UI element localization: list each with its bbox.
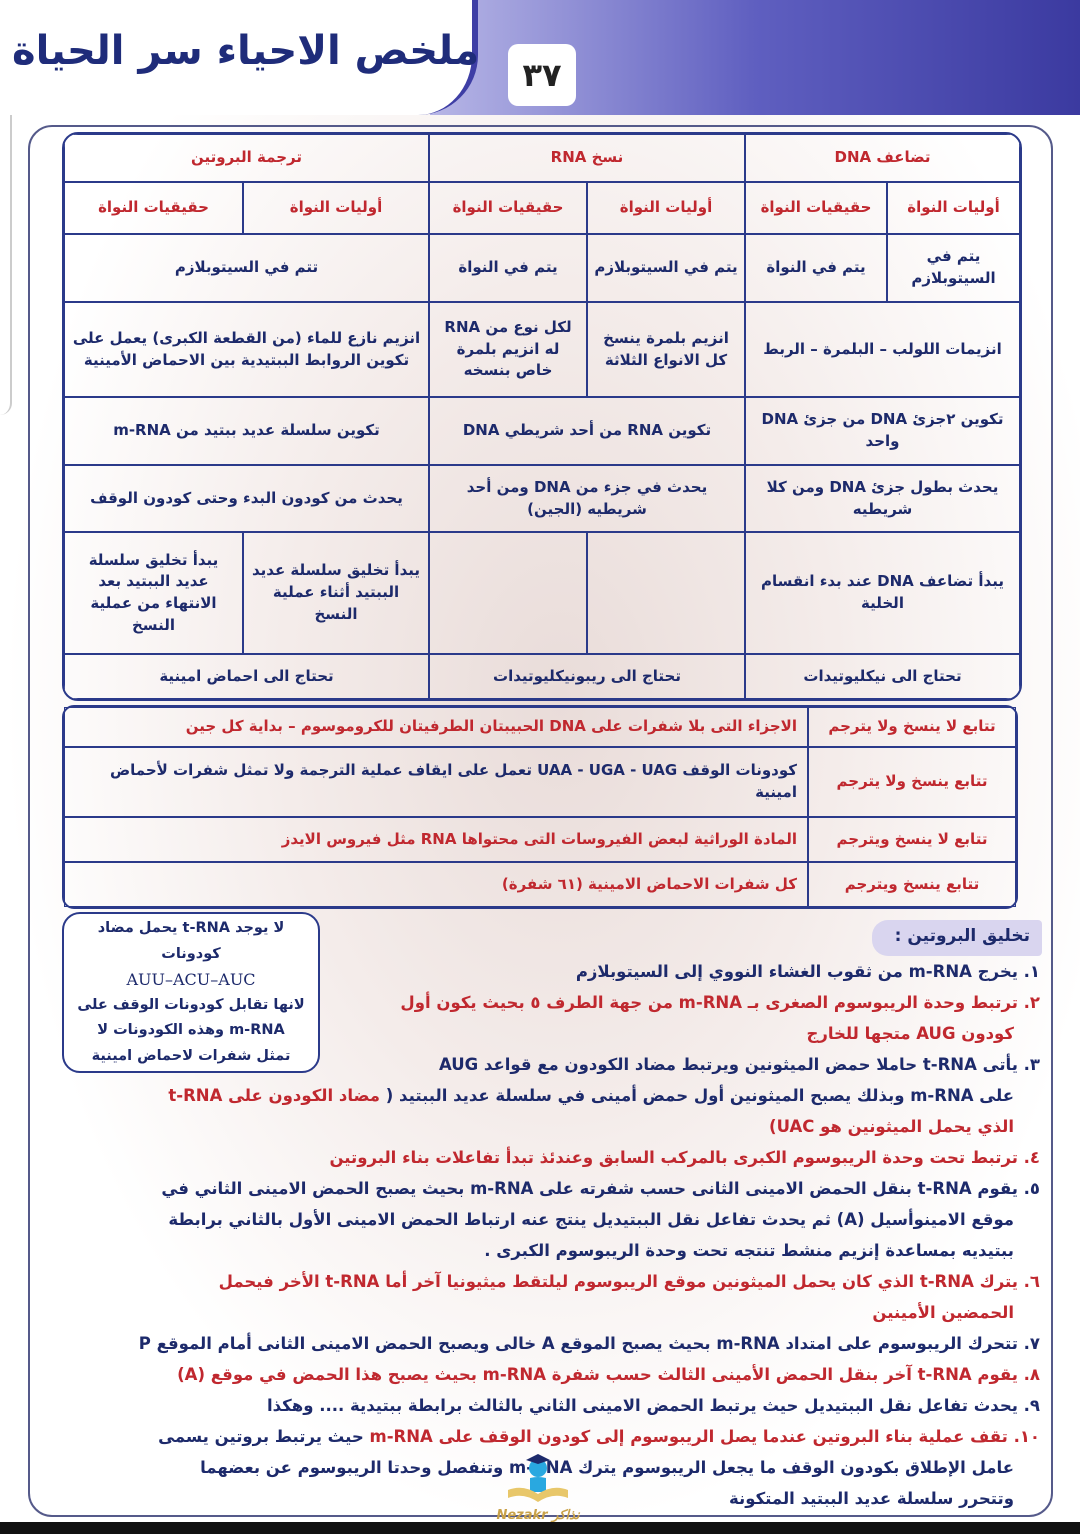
divider	[0, 115, 12, 415]
row-text: كل شفرات الاحماض الامينية (٦١ شفرة)	[64, 862, 808, 907]
table-cell: تكوين ٢جزئ DNA من جزئ DNA واحد	[745, 397, 1021, 465]
note-line: m-RNA وهذه الكودونات لا	[97, 1022, 285, 1038]
note-line: لا يوجد t-RNA يحمل مضاد	[97, 920, 285, 936]
step-text: ١٠. تقف عملية بناء البروتين عندما يصل ال…	[369, 1427, 1041, 1446]
step-line: كودون AUG متجها للخارج	[806, 1024, 1014, 1043]
step-text: ٣. يأتى t-RNA حاملا حمض الميثونين ويرتبط…	[438, 1055, 1040, 1074]
step-line: ٤. ترتبط تحت وحدة الريبوسوم الكبرى بالمر…	[329, 1148, 1040, 1167]
table-cell: يتم في السيتوبلازم	[887, 234, 1021, 302]
step-line: ٩. يحدث تفاعل نقل الببتيديل حيث يرتبط ال…	[267, 1396, 1040, 1415]
header-rna-transcription: نسخ RNA	[429, 134, 745, 182]
table-cell: انزيم نازع للماء (من القطعة الكبرى) يعمل…	[64, 302, 429, 397]
step-text: ٢. ترتبط وحدة الريبوسوم الصغرى بـ m-RNA …	[400, 993, 1040, 1012]
table-cell: يتم في النواة	[745, 234, 888, 302]
table-cell: يحدث بطول جزئ DNA ومن كلا شريطيه	[745, 465, 1021, 532]
note-line: تمثل شفرات لاحماض امينية	[91, 1047, 291, 1064]
subheader: حقيقيات النواة	[64, 182, 243, 234]
page-number: ٣٧	[508, 44, 576, 106]
header-dna-replication: تضاعف DNA	[745, 134, 1021, 182]
table-cell: تحتاج الى ريبونيكليوتيدات	[429, 654, 745, 699]
note-line: لانها تقابل كودونات الوقف على	[77, 996, 305, 1013]
step-text: ٩. يحدث تفاعل نقل الببتيديل حيث يرتبط ال…	[267, 1396, 1040, 1415]
step-line: ٢. ترتبط وحدة الريبوسوم الصغرى بـ m-RNA …	[400, 993, 1040, 1012]
replication-transcription-translation-table: تضاعف DNA نسخ RNA ترجمة البروتين أوليات …	[62, 132, 1023, 701]
book-reader-icon	[508, 1454, 568, 1502]
header-protein-translation: ترجمة البروتين	[64, 134, 429, 182]
section-heading: تخليق البروتين :	[872, 920, 1042, 956]
subheader: حقيقيات النواة	[429, 182, 587, 234]
table-cell: تحتاج الى نيكليوتيدات	[745, 654, 1021, 699]
step-text: ٤. ترتبط تحت وحدة الريبوسوم الكبرى بالمر…	[329, 1148, 1040, 1167]
step-text: ٥. يقوم t-RNA بنقل الحمض الامينى الثانى …	[161, 1179, 1040, 1198]
table-cell: يحدث من كودون البدء وحتى كودون الوقف	[64, 465, 429, 532]
step-line: ٥. يقوم t-RNA بنقل الحمض الامينى الثانى …	[161, 1179, 1040, 1198]
step-line: عامل الإطلاق بكودون الوقف ما يجعل الريبو…	[200, 1458, 1014, 1477]
step-line: موقع الامينوأسيل (A) ثم يحدث تفاعل نقل ا…	[168, 1210, 1014, 1229]
table-cell: يتم في النواة	[429, 234, 587, 302]
step-text: كودون AUG متجها للخارج	[806, 1024, 1014, 1043]
step-text: ٧. تتحرك الريبوسوم على امتداد m-RNA بحيث…	[138, 1334, 1040, 1353]
note-line: كودونات	[161, 945, 221, 962]
table-cell: تكوين RNA من أحد شريطي DNA	[429, 397, 745, 465]
row-text: كودونات الوقف UAA - UGA - UAG تعمل على ا…	[64, 747, 808, 817]
row-text: الاجزاء التى بلا شفرات على DNA الحبيبتان…	[64, 707, 808, 747]
table-cell: يبدأ تضاعف DNA عند بدء انقسام الخلية	[745, 532, 1021, 654]
table-cell: انزيمات اللولب – البلمرة – الربط	[745, 302, 1021, 397]
page-title: ملخص الاحياء سر الحياة	[12, 28, 480, 74]
step-line: ١. يخرج m-RNA من ثقوب الغشاء النووي إلى …	[576, 962, 1040, 981]
step-text: ببتيديه بمساعدة إنزيم منشط تنتجه تحت وحد…	[484, 1241, 1014, 1260]
step-line: ٦. يترك t-RNA الذي كان يحمل الميثونين مو…	[219, 1272, 1040, 1291]
step-text: على m-RNA وبذلك يصبح الميثونين أول حمض أ…	[380, 1086, 1014, 1105]
step-line: على m-RNA وبذلك يصبح الميثونين أول حمض أ…	[168, 1086, 1014, 1105]
subheader: أوليات النواة	[587, 182, 745, 234]
step-text: ٦. يترك t-RNA الذي كان يحمل الميثونين مو…	[218, 1272, 1040, 1291]
row-label: تتابع ينسخ ويترجم	[808, 862, 1016, 907]
subheader: حقيقيات النواة	[745, 182, 888, 234]
row-label: تتابع لا ينسخ ويترجم	[808, 817, 1016, 862]
table-cell: تكوين سلسلة عديد ببتيد من m-RNA	[64, 397, 429, 465]
table-cell: يحدث في جزء من DNA ومن أحد شريطيه (الجين…	[429, 465, 745, 532]
bottom-bar	[0, 1522, 1080, 1534]
step-text: وتتحرر سلسلة عديد الببتيد المتكونة	[729, 1489, 1014, 1508]
step-line: ببتيديه بمساعدة إنزيم منشط تنتجه تحت وحد…	[484, 1241, 1014, 1260]
step-text: حيث يرتبط بروتين يسمى	[158, 1427, 370, 1446]
step-text: الذي يحمل الميثونين هو UAC)	[769, 1117, 1014, 1136]
table-cell	[587, 532, 745, 654]
subheader: أوليات النواة	[887, 182, 1021, 234]
table-cell: يتم في السيتوبلازم	[587, 234, 745, 302]
subheader: أوليات النواة	[243, 182, 429, 234]
sequence-types-table: تتابع لا ينسخ ولا يترجم الاجزاء التى بلا …	[62, 705, 1018, 909]
step-line: ٧. تتحرك الريبوسوم على امتداد m-RNA بحيث…	[139, 1334, 1040, 1353]
step-text: ٨. يقوم t-RNA آخر بنقل الحمض الأمينى الث…	[177, 1365, 1040, 1384]
step-line: ٨. يقوم t-RNA آخر بنقل الحمض الأمينى الث…	[177, 1365, 1040, 1384]
step-line: الذي يحمل الميثونين هو UAC)	[769, 1117, 1014, 1136]
watermark-text: Nezakr نذاكر	[496, 1508, 580, 1523]
step-line: ٣. يأتى t-RNA حاملا حمض الميثونين ويرتبط…	[439, 1055, 1040, 1074]
watermark-logo: Nezakr نذاكر	[488, 1450, 588, 1525]
content-frame	[28, 125, 1053, 1517]
table-cell: لكل نوع من RNA له انزيم بلمرة خاص بنسخه	[429, 302, 587, 397]
title-plate: ملخص الاحياء سر الحياة	[0, 0, 480, 115]
row-text: المادة الوراثية لبعض الفيروسات التى محتو…	[64, 817, 808, 862]
side-note-box: لا يوجد t-RNA يحمل مضاد كودونات AUU–ACU–…	[62, 912, 320, 1073]
table-cell	[429, 532, 587, 654]
step-text: موقع الامينوأسيل (A) ثم يحدث تفاعل نقل ا…	[168, 1210, 1014, 1229]
step-line: وتتحرر سلسلة عديد الببتيد المتكونة	[729, 1489, 1014, 1508]
table-cell: يبدأ تخليق سلسلة عديد الببتيد أثناء عملي…	[243, 532, 429, 654]
row-label: تتابع ينسخ ولا يترجم	[808, 747, 1016, 817]
step-text: عامل الإطلاق بكودون الوقف ما يجعل الريبو…	[200, 1458, 1014, 1477]
table-cell: انزيم بلمرة ينسخ كل الانواع الثلاثة	[587, 302, 745, 397]
step-text: الحمضين الأمينين	[872, 1303, 1014, 1322]
row-label: تتابع لا ينسخ ولا يترجم	[808, 707, 1016, 747]
step-text: ١. يخرج m-RNA من ثقوب الغشاء النووي إلى …	[575, 962, 1040, 981]
note-codons: AUU–ACU–AUC	[126, 970, 256, 989]
table-cell: تحتاج الى احماض امينية	[64, 654, 429, 699]
table-cell: يبدأ تخليق سلسلة عديد الببتيد بعد الانته…	[64, 532, 243, 654]
step-line: الحمضين الأمينين	[872, 1303, 1014, 1322]
step-text: مضاد الكودون على t-RNA	[168, 1086, 381, 1105]
table-cell: تتم في السيتوبلازم	[64, 234, 429, 302]
step-line: ١٠. تقف عملية بناء البروتين عندما يصل ال…	[158, 1427, 1040, 1446]
